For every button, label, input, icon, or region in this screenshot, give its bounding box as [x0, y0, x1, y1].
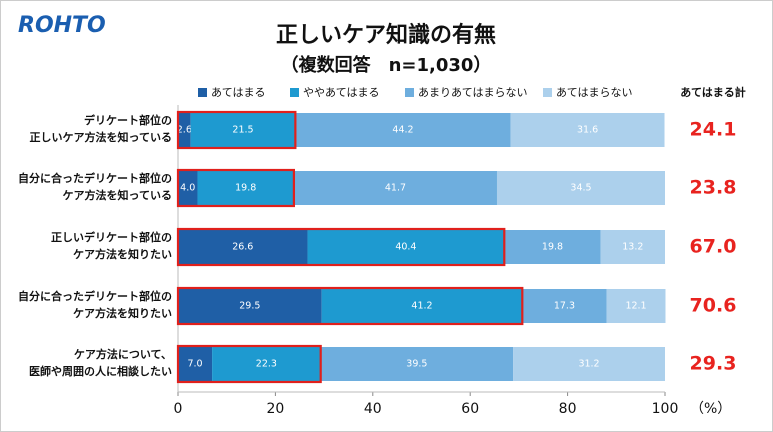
value-label: 13.2 — [622, 242, 643, 253]
value-label: 19.8 — [235, 183, 256, 194]
legend-swatch — [198, 88, 207, 97]
highlight-box — [176, 344, 322, 384]
legend-label: ややあてはまる — [303, 86, 380, 99]
category-label: 正しいデリケート部位の — [51, 230, 172, 244]
x-tick-label: 100 — [652, 401, 679, 417]
x-tick-label: 20 — [266, 401, 284, 417]
bar-segment — [496, 171, 665, 205]
x-tick-label: 40 — [364, 401, 382, 417]
bar-segment — [513, 347, 665, 381]
legend-swatch — [405, 88, 414, 97]
highlight-box — [176, 286, 524, 326]
bar-segment — [600, 230, 665, 264]
bar-segment — [504, 230, 601, 264]
value-label: 19.8 — [542, 242, 563, 253]
value-label: 22.3 — [256, 359, 277, 370]
bar-segment — [510, 113, 665, 147]
bar-segment — [178, 113, 191, 147]
logo: ROHTO — [18, 13, 106, 38]
legend-label: あまりあてはまらない — [418, 86, 528, 99]
highlight-box — [176, 168, 296, 208]
totals-header: あてはまる計 — [680, 85, 746, 99]
bar-segment — [295, 113, 511, 147]
bar-segment — [178, 171, 198, 205]
value-label: 2.6 — [177, 125, 192, 136]
total-label: 23.8 — [690, 177, 737, 199]
category-label: デリケート部位の — [84, 113, 172, 127]
bar-segment — [522, 289, 607, 323]
total-label: 70.6 — [690, 295, 737, 317]
bar-segment — [178, 230, 308, 264]
bar-segment — [293, 171, 497, 205]
legend-swatch — [543, 88, 552, 97]
legend-label: あてはまる — [211, 86, 266, 99]
category-label: 正しいケア方法を知っている — [30, 130, 172, 144]
value-label: 31.6 — [577, 125, 598, 136]
bar-segment — [212, 347, 321, 381]
x-tick-label: 80 — [559, 401, 577, 417]
value-label: 44.2 — [392, 125, 413, 136]
chart-subtitle: （複数回答 n=1,030） — [281, 54, 492, 76]
legend-label: あてはまらない — [556, 86, 633, 99]
x-tick-label: 60 — [461, 401, 479, 417]
value-label: 34.5 — [570, 183, 591, 194]
value-label: 29.5 — [239, 301, 260, 312]
bar-segment — [320, 347, 514, 381]
bar-segment — [190, 113, 296, 147]
category-label: 医師や周囲の人に相談したい — [29, 364, 172, 378]
total-label: 29.3 — [690, 353, 737, 375]
category-label: ケア方法について、 — [74, 347, 172, 361]
x-tick-label: 0 — [174, 401, 183, 417]
category-label: ケア方法を知りたい — [73, 306, 172, 320]
value-label: 26.6 — [232, 242, 253, 253]
total-label: 67.0 — [690, 236, 737, 258]
value-label: 12.1 — [625, 301, 646, 312]
value-label: 17.3 — [554, 301, 575, 312]
category-label: 自分に合ったデリケート部位の — [18, 289, 172, 303]
category-label: ケア方法を知りたい — [73, 247, 172, 261]
total-label: 24.1 — [690, 119, 737, 141]
category-label: ケア方法を知っている — [63, 188, 172, 202]
bar-segment — [178, 289, 322, 323]
value-label: 4.0 — [180, 183, 195, 194]
chart-title: 正しいケア知識の有無 — [276, 22, 496, 48]
value-label: 21.5 — [232, 125, 253, 136]
bar-segment — [197, 171, 294, 205]
highlight-box — [176, 227, 506, 267]
bar-segment — [606, 289, 666, 323]
value-label: 41.2 — [411, 301, 432, 312]
category-label: 自分に合ったデリケート部位の — [18, 171, 172, 185]
bar-segment — [307, 230, 505, 264]
bar-segment — [178, 347, 213, 381]
value-label: 31.2 — [578, 359, 599, 370]
value-label: 39.5 — [406, 359, 427, 370]
legend-swatch — [290, 88, 299, 97]
bar-segment — [321, 289, 523, 323]
highlight-box — [176, 110, 297, 150]
value-label: 7.0 — [187, 359, 202, 370]
x-unit: （%） — [690, 401, 731, 417]
value-label: 40.4 — [395, 242, 416, 253]
value-label: 41.7 — [385, 183, 406, 194]
